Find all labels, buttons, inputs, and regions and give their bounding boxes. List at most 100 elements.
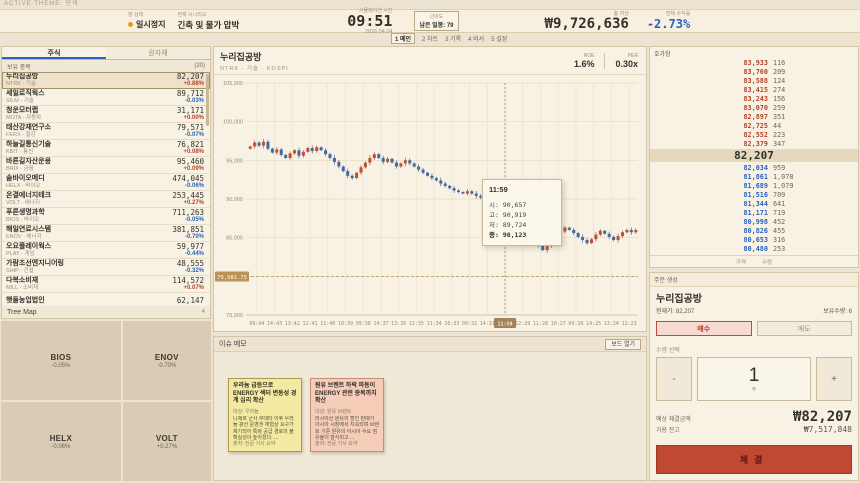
treemap-cell-enov[interactable]: ENOV -0.70% [122,321,211,400]
ask-row[interactable]: 82,552 223 [650,130,858,139]
bid-row[interactable]: 80,480 253 [650,244,858,253]
bid-qty: 719 [773,208,786,217]
bid-row[interactable]: 80,653 316 [650,235,858,244]
top-header: 장 상태 일시정지 현재 시나리오 긴축 및 물가 압박 시뮬레이션 시간 09… [0,8,860,35]
watchlist-item[interactable]: 온결에너지테크 VOLT - 에너지 253,445 +0.27% [2,191,210,208]
svg-text:13:42: 13:42 [285,321,300,327]
bid-row[interactable]: 80,998 452 [650,217,858,226]
stock-ticker: MOTA - 자동차 [6,114,42,121]
watchlist-scrollbar[interactable] [206,74,209,126]
treemap-cell-volt[interactable]: VOLT +0.27% [122,402,211,481]
ask-row[interactable]: 83,070 259 [650,103,858,112]
stock-info: 다복소비재 MILL - 소비재 [6,277,38,292]
watchlist-header-title: 보유 종목 [7,64,31,71]
stock-quote: 711,263 -0.05% [172,208,204,224]
bid-row[interactable]: 81,689 1,079 [650,181,858,190]
watchlist-item[interactable]: 해일연료시스템 ENOV - 에너지 381,851 -0.70% [2,225,210,242]
stock-quote: 381,851 -0.70% [172,225,204,241]
qty-unit: 주 [751,386,757,393]
stock-quote: 114,572 +0.07% [172,276,204,292]
watchlist-item[interactable]: 바른길자산운용 BRIX - 금융 95,460 +0.09% [2,157,210,174]
ask-price: 83,760 [743,67,768,76]
treemap-cell-helx[interactable]: HELX -0.06% [1,402,121,481]
order-meta: 현재가: 82,207 보유수량: 6 [650,306,858,319]
svg-text:09:44: 09:44 [249,321,264,327]
watchlist-item[interactable]: 누리집공방 NTRX - 기술 82,207 +0.88% [2,72,210,89]
watchlist-item[interactable]: 솔바이오메디 HELX - 바이오 474,045 -0.06% [2,174,210,191]
execute-order-button[interactable]: 체결 [656,445,852,474]
stock-info: 햇들농업법인 [6,297,45,305]
hotkey-2[interactable]: 2 차트 [422,37,439,43]
return-group: 전체 수익률 -2.73% [647,11,690,31]
ask-row[interactable]: 83,760 209 [650,67,858,76]
watchlist-item[interactable]: 다복소비재 MILL - 소비재 114,572 +0.07% [2,276,210,293]
treemap-change: -0.06% [51,443,71,450]
stock-change: -0.44% [184,250,204,257]
bid-row[interactable]: 81,861 1,078 [650,172,858,181]
stock-info: 바른길자산운용 BRIX - 금융 [6,158,51,173]
svg-text:85,000: 85,000 [226,236,243,242]
watchlist-item[interactable]: 푸른생명과학 BIOS - 바이오 711,263 -0.05% [2,208,210,225]
qty-minus-button[interactable]: - [656,357,692,401]
watchlist-item[interactable]: 청운모터랩 MOTA - 자동차 31,171 +0.00% [2,106,210,123]
svg-text:95,000: 95,000 [226,158,243,164]
ask-row[interactable]: 82,897 351 [650,112,858,121]
watchlist-item[interactable]: 오요플레이웍스 PLAY - 게임 59,977 -0.44% [2,242,210,259]
ask-row[interactable]: 83,415 274 [650,85,858,94]
ask-price: 82,552 [743,130,768,139]
ask-row[interactable]: 82,725 44 [650,121,858,130]
stock-info: 하늘길통신기술 KBIT - 통신 [6,141,51,156]
watchlist-item[interactable]: 가람조선엔지니어링 SHIP - 건설 48,555 -0.32% [2,259,210,276]
bid-price: 81,171 [743,208,768,217]
svg-text:09:38: 09:38 [356,321,371,327]
svg-text:79,981.75: 79,981.75 [217,275,247,281]
hotkey-1[interactable]: 1 메인 [391,33,416,44]
bid-row[interactable]: 81,344 641 [650,199,858,208]
memo-note[interactable]: 원유 브렌트 하락 파동이 ENERGY 관련 종목까지 확산 대상: 원유 브렌… [310,378,384,452]
ask-qty: 351 [773,112,786,121]
order-current-price: 현재가: 82,207 [656,309,695,315]
svg-text:14:31: 14:31 [480,321,495,327]
available-cash-value: ₩7,517,848 [803,425,852,434]
watchlist-item[interactable]: 태산강재연구소 FERX - 철강 79,571 -0.07% [2,123,210,140]
note-target: 대상: 원유 브렌트 [315,408,352,415]
stock-name: 하늘길통신기술 [6,140,52,148]
stock-info: 오요플레이웍스 PLAY - 게임 [6,243,51,258]
watchlist-item[interactable]: 세일로직웍스 SILM - 기술 89,712 -0.03% [2,89,210,106]
price-chart-svg[interactable]: 105,000 100,000 95,000 90,000 85,000 75,000 79… [214,75,646,331]
memo-note[interactable]: 우라늄 급등으로 ENERGY 섹터 변동성 경계 심리 확산 대상: 우라늄 니제… [228,378,302,452]
open-board-button[interactable]: 보드 열기 [605,338,641,350]
bid-row[interactable]: 80,826 455 [650,226,858,235]
tab-commodities[interactable]: 원자재 [148,50,168,57]
hotkey-3[interactable]: 3 기록 [445,37,462,43]
watchlist-item[interactable]: 햇들농업법인 62,147 [2,293,210,306]
bid-row[interactable]: 82,034 959 [650,163,858,172]
note-source: 출처: 전문 기사 요약 [233,441,276,447]
svg-text:12:35: 12:35 [409,321,424,327]
qty-plus-button[interactable]: + [816,357,852,401]
ask-row[interactable]: 83,933 116 [650,58,858,67]
watchlist-tabs: 주식 원자재 [1,46,211,60]
bid-price: 80,653 [743,235,768,244]
ask-row[interactable]: 83,243 156 [650,94,858,103]
sell-button[interactable]: 매도 [756,321,852,336]
bid-row[interactable]: 81,171 719 [650,208,858,217]
ask-price: 82,725 [743,121,768,130]
ask-price: 83,070 [743,103,768,112]
stock-change: -0.32% [184,267,204,274]
stat-divider [604,52,606,69]
svg-text:14:25: 14:25 [586,321,601,327]
stock-ticker: SILM - 기술 [6,97,34,104]
bid-row[interactable]: 81,516 709 [650,190,858,199]
ask-row[interactable]: 82,379 347 [650,139,858,148]
treemap-change: +0.27% [156,443,178,450]
tab-stocks[interactable]: 주식 [2,47,106,59]
stock-change: -0.06% [184,182,204,189]
buy-button[interactable]: 매수 [656,321,752,336]
hotkey-5[interactable]: 5 설정 [491,37,508,43]
watchlist-item[interactable]: 하늘길통신기술 KBIT - 통신 76,821 +0.08% [2,140,210,157]
ask-row[interactable]: 83,588 124 [650,76,858,85]
treemap-cell-bios[interactable]: BIOS -0.05% [1,321,121,400]
hotkey-4[interactable]: 4 비서 [468,37,485,43]
stock-info: 온결에너지테크 VOLT - 에너지 [6,192,51,207]
